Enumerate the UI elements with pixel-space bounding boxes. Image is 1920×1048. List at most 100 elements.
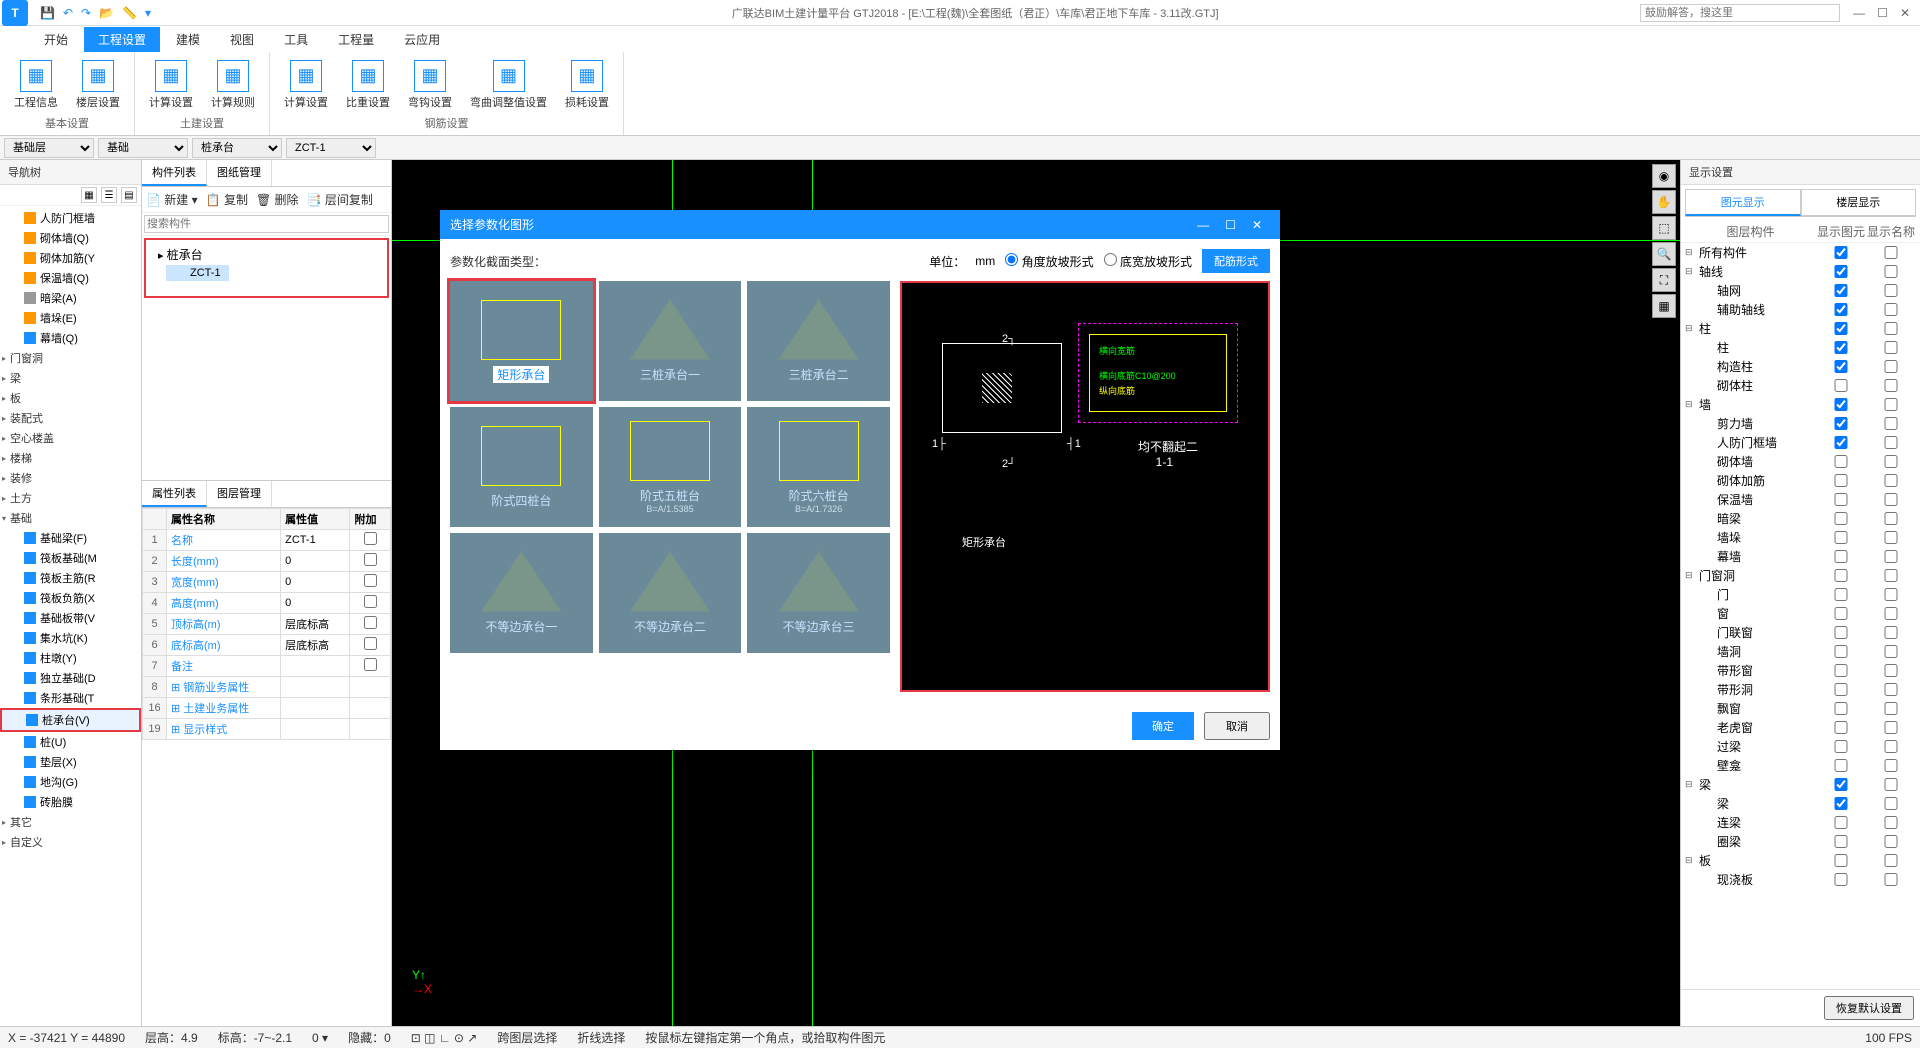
qat-more-icon[interactable]: ▾ xyxy=(145,6,151,20)
cancel-button[interactable]: 取消 xyxy=(1204,712,1270,740)
ok-button[interactable]: 确定 xyxy=(1132,712,1194,740)
nav-item[interactable]: 垫层(X) xyxy=(0,752,141,772)
tab-component-list[interactable]: 构件列表 xyxy=(142,160,207,186)
view-3d-icon[interactable]: ◉ xyxy=(1652,164,1676,188)
ribbon-btn[interactable]: ▦比重设置 xyxy=(342,56,394,113)
btn-new[interactable]: 📄 新建 ▾ xyxy=(146,191,198,208)
shape-option[interactable]: 不等边承台三 xyxy=(747,533,890,653)
display-row[interactable]: 现浇板 xyxy=(1681,870,1920,889)
display-row[interactable]: 飘窗 xyxy=(1681,699,1920,718)
nav-item[interactable]: 筏板基础(M xyxy=(0,548,141,568)
nav-item[interactable]: 集水坑(K) xyxy=(0,628,141,648)
property-row[interactable]: 1名称ZCT-1 xyxy=(143,530,391,551)
type-select[interactable]: 桩承台 xyxy=(192,138,282,158)
ribbon-btn[interactable]: ▦楼层设置 xyxy=(72,56,124,113)
nav-category[interactable]: 板 xyxy=(0,388,141,408)
qat-save-icon[interactable]: 💾 xyxy=(40,6,55,20)
menu-tab-6[interactable]: 云应用 xyxy=(390,27,454,52)
property-row[interactable]: 6底标高(m)层底标高 xyxy=(143,635,391,656)
display-row[interactable]: 窗 xyxy=(1681,604,1920,623)
nav-category[interactable]: 装修 xyxy=(0,468,141,488)
nav-view2-icon[interactable]: ☰ xyxy=(101,187,117,203)
display-row[interactable]: 人防门框墙 xyxy=(1681,433,1920,452)
display-row[interactable]: 圈梁 xyxy=(1681,832,1920,851)
display-row[interactable]: 剪力墙 xyxy=(1681,414,1920,433)
display-row[interactable]: 连梁 xyxy=(1681,813,1920,832)
display-row[interactable]: 带形窗 xyxy=(1681,661,1920,680)
nav-item[interactable]: 地沟(G) xyxy=(0,772,141,792)
status-cross-layer[interactable]: 跨图层选择 xyxy=(497,1029,557,1046)
close-icon[interactable]: ✕ xyxy=(1900,6,1910,20)
nav-item[interactable]: 筏板负筋(X xyxy=(0,588,141,608)
display-row[interactable]: ⊟板 xyxy=(1681,851,1920,870)
ribbon-btn[interactable]: ▦弯钩设置 xyxy=(404,56,456,113)
nav-item[interactable]: 墙垛(E) xyxy=(0,308,141,328)
ribbon-btn[interactable]: ▦计算规则 xyxy=(207,56,259,113)
display-row[interactable]: ⊟梁 xyxy=(1681,775,1920,794)
nav-item[interactable]: 暗梁(A) xyxy=(0,288,141,308)
nav-category[interactable]: 土方 xyxy=(0,488,141,508)
display-row[interactable]: 墙洞 xyxy=(1681,642,1920,661)
display-row[interactable]: 砌体墙 xyxy=(1681,452,1920,471)
display-row[interactable]: 门 xyxy=(1681,585,1920,604)
menu-tab-4[interactable]: 工具 xyxy=(270,27,322,52)
btn-layer-copy[interactable]: 📑 层间复制 xyxy=(307,191,373,208)
menu-tab-2[interactable]: 建模 xyxy=(162,27,214,52)
nav-item[interactable]: 筏板主筋(R xyxy=(0,568,141,588)
property-row[interactable]: 19⊞ 显示样式 xyxy=(143,719,391,740)
nav-category[interactable]: 楼梯 xyxy=(0,448,141,468)
nav-item[interactable]: 基础梁(F) xyxy=(0,528,141,548)
property-table[interactable]: 属性名称属性值附加 1名称ZCT-12长度(mm)03宽度(mm)04高度(mm… xyxy=(142,508,391,1026)
display-row[interactable]: ⊟轴线 xyxy=(1681,262,1920,281)
qat-undo-icon[interactable]: ↶ xyxy=(63,6,73,20)
property-row[interactable]: 4高度(mm)0 xyxy=(143,593,391,614)
help-search-input[interactable] xyxy=(1640,4,1840,22)
view-zoom-icon[interactable]: 🔍 xyxy=(1652,242,1676,266)
shape-option[interactable]: 阶式五桩台B=A/1.5385 xyxy=(599,407,742,527)
display-row[interactable]: 辅助轴线 xyxy=(1681,300,1920,319)
tab-floor-display[interactable]: 楼层显示 xyxy=(1801,189,1917,216)
nav-item[interactable]: 桩承台(V) xyxy=(0,708,141,732)
radio-angle[interactable]: 角度放坡形式 xyxy=(1005,253,1093,270)
menu-tab-1[interactable]: 工程设置 xyxy=(84,27,160,52)
display-row[interactable]: 幕墙 xyxy=(1681,547,1920,566)
qat-open-icon[interactable]: 📂 xyxy=(99,6,114,20)
nav-item[interactable]: 桩(U) xyxy=(0,732,141,752)
nav-tree[interactable]: 人防门框墙砌体墙(Q)砌体加筋(Y保温墙(Q)暗梁(A)墙垛(E)幕墙(Q)门窗… xyxy=(0,206,141,1026)
view-fit-icon[interactable]: ⛶ xyxy=(1652,268,1676,292)
display-row[interactable]: 柱 xyxy=(1681,338,1920,357)
display-row[interactable]: 轴网 xyxy=(1681,281,1920,300)
display-row[interactable]: 墙垛 xyxy=(1681,528,1920,547)
shape-option[interactable]: 三桩承台二 xyxy=(747,281,890,401)
ribbon-btn[interactable]: ▦工程信息 xyxy=(10,56,62,113)
shape-option[interactable]: 不等边承台二 xyxy=(599,533,742,653)
display-row[interactable]: 壁龛 xyxy=(1681,756,1920,775)
nav-item[interactable]: 条形基础(T xyxy=(0,688,141,708)
maximize-icon[interactable]: ☐ xyxy=(1877,6,1888,20)
display-row[interactable]: 暗梁 xyxy=(1681,509,1920,528)
status-snap-icons[interactable]: ⊡ ◫ ∟ ⊙ ↗ xyxy=(411,1031,478,1045)
shape-option[interactable]: 三桩承台一 xyxy=(599,281,742,401)
btn-copy[interactable]: 📋 复制 xyxy=(206,191,248,208)
rebar-form-button[interactable]: 配筋形式 xyxy=(1202,249,1270,273)
minimize-icon[interactable]: — xyxy=(1853,6,1865,20)
component-child-zct1[interactable]: ZCT-1 xyxy=(166,265,229,281)
nav-category[interactable]: 装配式 xyxy=(0,408,141,428)
radio-width[interactable]: 底宽放坡形式 xyxy=(1104,253,1192,270)
view-pan-icon[interactable]: ✋ xyxy=(1652,190,1676,214)
property-row[interactable]: 7备注 xyxy=(143,656,391,677)
shape-option[interactable]: 阶式六桩台B=A/1.7326 xyxy=(747,407,890,527)
category-select[interactable]: 基础 xyxy=(98,138,188,158)
display-row[interactable]: 带形洞 xyxy=(1681,680,1920,699)
property-row[interactable]: 5顶标高(m)层底标高 xyxy=(143,614,391,635)
shape-option[interactable]: 矩形承台 xyxy=(450,281,593,401)
display-row[interactable]: 构造柱 xyxy=(1681,357,1920,376)
nav-item[interactable]: 保温墙(Q) xyxy=(0,268,141,288)
nav-category[interactable]: 门窗洞 xyxy=(0,348,141,368)
btn-delete[interactable]: 🗑 删除 xyxy=(256,191,299,208)
menu-tab-0[interactable]: 开始 xyxy=(30,27,82,52)
display-row[interactable]: ⊟墙 xyxy=(1681,395,1920,414)
nav-item[interactable]: 幕墙(Q) xyxy=(0,328,141,348)
nav-item[interactable]: 砖胎膜 xyxy=(0,792,141,812)
tab-layers[interactable]: 图层管理 xyxy=(207,481,272,507)
